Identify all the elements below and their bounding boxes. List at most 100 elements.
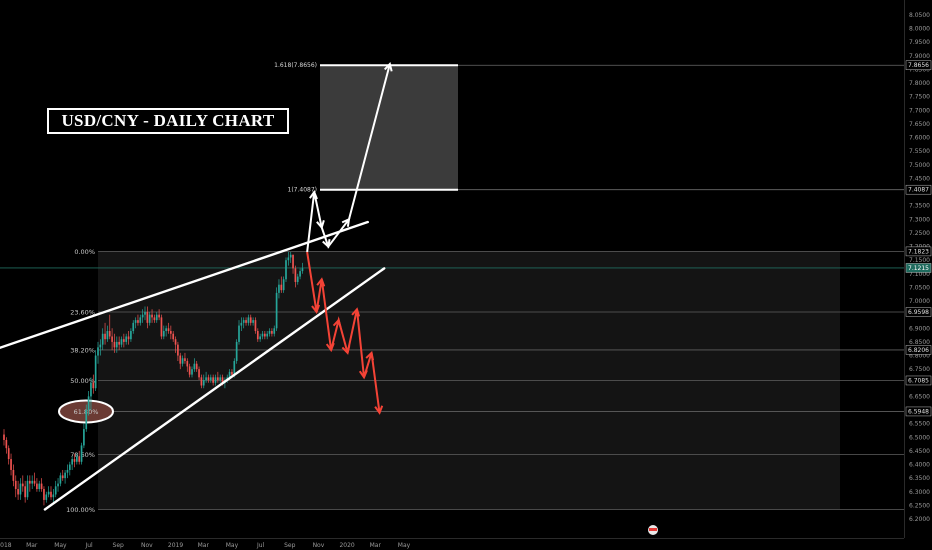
candle-body: [214, 377, 217, 383]
candle-body: [278, 284, 280, 293]
candle-body: [177, 344, 179, 356]
time-axis-tick: Sep: [113, 542, 125, 549]
bearish-projection-arrow: [306, 251, 381, 413]
price-axis-tick: 6.2000: [909, 516, 930, 523]
price-axis-tick: 7.6500: [909, 121, 930, 128]
candle-body: [238, 325, 240, 342]
price-axis-tick: 6.3500: [909, 475, 930, 482]
candle-body: [256, 331, 259, 340]
candle-body: [198, 369, 200, 378]
candle-body: [101, 333, 104, 345]
chart-title: USD/CNY - DAILY CHART: [47, 108, 289, 134]
candle-body: [17, 489, 19, 495]
candle-body: [280, 284, 283, 291]
candle-body: [12, 469, 15, 481]
candle-body: [184, 358, 186, 361]
fib-extension-box: [320, 65, 458, 190]
candle-body: [111, 336, 113, 342]
candle-body: [5, 439, 8, 449]
event-marker-flag: [649, 528, 657, 531]
bearish-projection-arrow-head: [332, 318, 342, 328]
candle-body: [92, 382, 95, 389]
bearish-projection-arrow-head: [316, 277, 326, 287]
candle-body: [299, 271, 301, 277]
candle-body: [31, 480, 34, 484]
candle-body: [24, 486, 26, 498]
candle-body: [99, 344, 102, 348]
candle-body: [212, 377, 214, 383]
price-axis-tick: 6.8500: [909, 339, 930, 346]
time-axis-tick: Jul: [256, 542, 265, 549]
fib-level-label: 23.60%: [70, 309, 95, 317]
candle-body: [296, 276, 299, 282]
candle-body: [179, 355, 182, 364]
price-axis-tick: 8.0500: [909, 12, 930, 19]
candle-body: [29, 480, 31, 484]
candle-body: [40, 483, 43, 490]
price-axis-tick: 6.5500: [909, 421, 930, 428]
candle-body: [221, 377, 224, 383]
price-axis-tick: 7.2500: [909, 230, 930, 237]
bearish-projection-arrow-head: [358, 370, 368, 380]
candle-body: [132, 322, 135, 332]
price-axis-tick: 7.3500: [909, 203, 930, 210]
price-badge-label: 7.1823: [908, 248, 929, 255]
time-axis-tick: Nov: [313, 542, 325, 549]
price-badge-label: 6.9598: [908, 309, 929, 316]
candle-body: [151, 314, 153, 318]
candle-body: [155, 314, 158, 321]
candle-body: [125, 336, 128, 342]
candle-body: [78, 456, 81, 462]
candle-body: [249, 317, 252, 323]
candle-body: [195, 363, 198, 370]
bearish-projection-arrow-head: [341, 345, 351, 355]
candle-body: [174, 339, 177, 345]
candle-body: [264, 333, 266, 337]
candle-body: [271, 331, 273, 334]
time-axis-tick: May: [54, 542, 67, 549]
price-axis-tick: 7.9500: [909, 39, 930, 46]
candle-body: [207, 377, 210, 381]
candle-body: [64, 472, 66, 479]
candle-body: [106, 331, 109, 340]
lower-channel-line: [43, 267, 386, 511]
candle-body: [10, 459, 12, 470]
candle-body: [61, 475, 64, 479]
candle-body: [47, 491, 50, 495]
candle-body: [123, 339, 125, 342]
candle-body: [266, 333, 269, 337]
candle-body: [186, 360, 189, 367]
price-axis-tick: 7.1500: [909, 257, 930, 264]
candle-body: [252, 320, 254, 323]
time-axis-tick: 2020: [339, 542, 354, 549]
candle-body: [228, 371, 231, 378]
candle-body: [144, 311, 146, 315]
candle-body: [137, 320, 139, 323]
candle-body: [273, 328, 276, 334]
bullish-projection-arrow-head: [322, 239, 331, 249]
candle-body: [181, 358, 184, 364]
price-badge: [905, 263, 932, 273]
bullish-projection-arrow: [306, 63, 391, 253]
candle-body: [139, 317, 142, 323]
candle-body: [275, 292, 278, 329]
price-axis-tick: 7.0000: [909, 298, 930, 305]
bearish-projection-arrow-head: [365, 350, 375, 361]
candle-body: [268, 331, 271, 334]
price-axis-tick: 7.9000: [909, 53, 930, 60]
candle-body: [33, 480, 36, 484]
candle-body: [36, 483, 38, 490]
bullish-projection-arrow-head: [309, 190, 318, 200]
candle-body: [38, 483, 41, 490]
time-axis-tick: May: [226, 542, 239, 549]
candle-body: [167, 328, 170, 332]
time-axis-tick: Mar: [198, 542, 210, 549]
candle-body: [50, 491, 52, 498]
bearish-projection-arrow-head: [325, 342, 335, 353]
bullish-projection-arrow-head: [341, 217, 351, 227]
candle-body: [66, 469, 69, 473]
fib-level-label: 78.60%: [70, 451, 95, 459]
candle-body: [162, 331, 165, 337]
candle-body: [94, 355, 97, 389]
